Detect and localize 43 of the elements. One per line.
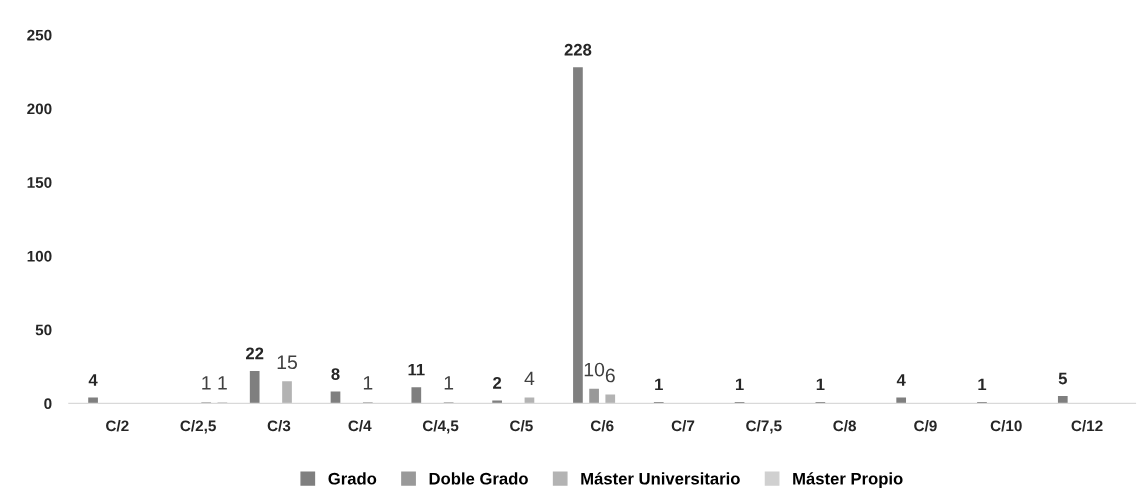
data-label: 228: [564, 43, 592, 56]
x-tick-label: C/6: [590, 420, 614, 432]
data-label: 15: [277, 355, 298, 370]
x-tick-label: C/5: [510, 420, 533, 432]
data-label: 4: [896, 374, 906, 386]
data-label: 1: [816, 378, 825, 391]
x-tick-label: C/2,5: [180, 420, 216, 434]
data-label: 1: [978, 378, 987, 391]
data-label: 6: [605, 368, 615, 383]
y-tick-label: 150: [27, 177, 52, 188]
data-label: 4: [524, 371, 535, 386]
x-tick-label: C/10: [990, 420, 1022, 432]
data-label: 11: [408, 363, 425, 376]
legend-label: Doble Grado: [429, 472, 528, 485]
data-label: 1: [218, 376, 227, 390]
x-tick-label: C/9: [914, 420, 937, 432]
data-label: 1: [444, 376, 454, 390]
x-tick-label: C/8: [833, 420, 857, 432]
data-label: 10: [584, 362, 605, 377]
data-label: 2: [493, 377, 502, 389]
x-tick-label: C/3: [267, 420, 291, 432]
data-label: 1: [655, 378, 663, 391]
data-label: 1: [735, 378, 744, 391]
data-label: 5: [1058, 372, 1067, 385]
data-label: 1: [363, 376, 373, 390]
y-tick-label: 0: [44, 398, 52, 410]
x-tick-label: C/12: [1071, 420, 1103, 432]
data-label: 1: [202, 376, 211, 390]
y-tick-label: 50: [35, 324, 52, 336]
data-label: 8: [331, 368, 340, 380]
y-tick-label: 200: [27, 103, 52, 115]
x-tick-label: C/4: [348, 420, 372, 432]
legend-label: Máster Propio: [793, 472, 903, 488]
data-label: 22: [246, 347, 264, 360]
y-tick-label: 250: [27, 29, 52, 41]
y-tick-label: 100: [27, 250, 52, 262]
x-tick-label: C/7,5: [746, 420, 782, 434]
legend-label: Grado: [328, 472, 377, 485]
x-tick-label: C/2: [106, 420, 129, 432]
x-tick-label: C/4,5: [422, 420, 459, 434]
data-label: 4: [88, 374, 98, 386]
x-tick-label: C/7: [671, 420, 695, 432]
legend-label: Máster Universitario: [581, 472, 740, 485]
